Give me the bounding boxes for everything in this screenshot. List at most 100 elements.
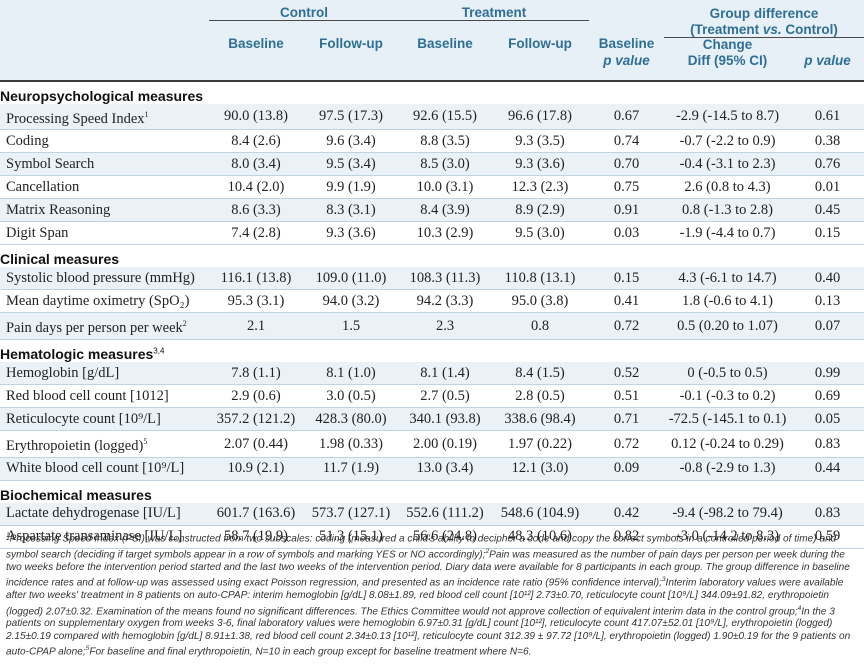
cell-control-follow-up: 97.5 (17.3)	[303, 103, 399, 131]
cell-p-value: 0.45	[791, 198, 864, 223]
cell-baseline-p-value: 0.75	[589, 175, 664, 200]
cell-control-baseline: 2.07 (0.44)	[209, 430, 303, 458]
cell-baseline-p-value: 0.52	[589, 362, 664, 386]
cell-treatment-follow-up: 548.6 (104.9)	[491, 502, 589, 526]
cell-control-follow-up: 3.0 (0.5)	[303, 384, 399, 409]
cell-baseline-p-value: 0.71	[589, 407, 664, 432]
table-row: Red blood cell count [1012] 2.9 (0.6) 3.0 …	[0, 384, 864, 409]
cell-change-diff: -0.4 (-3.1 to 2.3)	[664, 152, 791, 177]
cell-p-value: 0.38	[791, 129, 864, 154]
section-title: Hematologic measures3,4	[0, 346, 165, 363]
section-title: Clinical measures	[0, 251, 120, 268]
cell-treatment-follow-up: 9.3 (3.6)	[491, 152, 589, 177]
footnote-text: In the 3 patients on supplementary oxyge…	[6, 605, 851, 658]
table-row: Symbol Search 8.0 (3.4) 9.5 (3.4) 8.5 (3.0)…	[0, 152, 864, 177]
row-label: Aspartate transaminase [IU/L]	[0, 525, 209, 549]
cell-control-baseline: 90.0 (13.8)	[209, 103, 303, 131]
cell-control-baseline: 116.1 (13.8)	[209, 267, 303, 291]
cell-treatment-follow-up: 2.8 (0.5)	[491, 384, 589, 409]
cell-treatment-baseline: 108.3 (11.3)	[399, 267, 491, 291]
cell-change-diff: -0.1 (-0.3 to 0.2)	[664, 384, 791, 409]
cell-change-diff: 0.12 (-0.24 to 0.29)	[664, 430, 791, 458]
cell-baseline-p-value: 0.41	[589, 289, 664, 314]
table-row: Pain days per person per week2 2.1 1.5 2.3 0…	[0, 312, 864, 341]
cell-p-value: 0.01	[791, 175, 864, 200]
cell-p-value: 0.83	[791, 430, 864, 458]
cell-baseline-p-value: 0.42	[589, 502, 664, 526]
cell-treatment-baseline: 552.6 (111.2)	[399, 502, 491, 526]
row-label: Cancellation	[0, 175, 209, 200]
cell-change-diff: 1.8 (-0.6 to 4.1)	[664, 289, 791, 314]
cell-control-follow-up: 9.3 (3.6)	[303, 221, 399, 246]
cell-control-follow-up: 1.98 (0.33)	[303, 430, 399, 458]
cell-treatment-follow-up: 8.9 (2.9)	[491, 198, 589, 223]
cell-treatment-baseline: 340.1 (93.8)	[399, 407, 491, 432]
cell-treatment-baseline: 13.0 (3.4)	[399, 457, 491, 481]
table-row: Mean daytime oximetry (SpO₂) 95.3 (3.1) 94…	[0, 289, 864, 314]
cell-p-value: 0.13	[791, 289, 864, 314]
header-group-difference: Group difference	[709, 5, 819, 21]
cell-change-diff: -2.9 (-14.5 to 8.7)	[664, 103, 791, 131]
cell-control-follow-up: 9.9 (1.9)	[303, 175, 399, 200]
footnote-text: For baseline and final erythropoietin, N…	[89, 646, 532, 658]
header-change-line1: Change	[702, 37, 753, 52]
header-treatment-baseline: Baseline	[417, 37, 473, 51]
cell-control-follow-up: 109.0 (11.0)	[303, 267, 399, 291]
footnote-marker: 3	[661, 576, 666, 584]
cell-control-follow-up: 94.0 (3.2)	[303, 289, 399, 314]
header-treatment-vs-control: (Treatment vs. Control)	[664, 20, 864, 38]
cell-baseline-p-value: 0.72	[589, 312, 664, 341]
cell-treatment-baseline: 56.6 (24.8)	[399, 525, 491, 549]
header-baseline-p-line2: p value	[603, 53, 650, 68]
table-row: Lactate dehydrogenase [IU/L] 601.7 (163.6…	[0, 502, 864, 526]
footnote-marker: 5	[85, 645, 90, 653]
header-treatment: Treatment	[399, 0, 589, 21]
cell-p-value: 0.07	[791, 312, 864, 341]
header-treatment-follow-up: Follow-up	[508, 37, 572, 51]
row-label: Lactate dehydrogenase [IU/L]	[0, 502, 209, 526]
table-footnote: 1Processing Speed Index (PSI) was constr…	[6, 530, 858, 659]
cell-control-baseline: 2.9 (0.6)	[209, 384, 303, 409]
cell-treatment-follow-up: 9.3 (3.5)	[491, 129, 589, 154]
cell-treatment-follow-up: 110.8 (13.1)	[491, 267, 589, 291]
table-row: Matrix Reasoning 8.6 (3.3) 8.3 (3.1) 8.4 (3…	[0, 198, 864, 223]
table-row: Coding 8.4 (2.6) 9.6 (3.4) 8.8 (3.5) 9.3 (3.…	[0, 129, 864, 154]
row-label: Symbol Search	[0, 152, 209, 177]
cell-control-follow-up: 428.3 (80.0)	[303, 407, 399, 432]
cell-baseline-p-value: 0.67	[589, 103, 664, 131]
cell-p-value: 0.05	[791, 407, 864, 432]
table-row: Cancellation 10.4 (2.0) 9.9 (1.9) 10.0 (3.1…	[0, 175, 864, 200]
row-label: Erythropoietin (logged)5	[0, 430, 209, 458]
header-vs: vs.	[762, 21, 782, 37]
cell-treatment-follow-up: 0.8	[491, 312, 589, 341]
row-label: Red blood cell count [1012]	[0, 384, 209, 409]
cell-control-baseline: 7.4 (2.8)	[209, 221, 303, 246]
row-label: Digit Span	[0, 221, 209, 246]
row-label: Reticulocyte count [10⁹/L]	[0, 407, 209, 432]
section-header: Biochemical measures	[0, 480, 864, 503]
cell-control-follow-up: 1.5	[303, 312, 399, 341]
cell-control-follow-up: 11.7 (1.9)	[303, 457, 399, 481]
cell-control-follow-up: 9.6 (3.4)	[303, 129, 399, 154]
cell-change-diff: 2.6 (0.8 to 4.3)	[664, 175, 791, 200]
cell-treatment-baseline: 2.3	[399, 312, 491, 341]
cell-treatment-follow-up: 8.4 (1.5)	[491, 362, 589, 386]
cell-control-baseline: 58.7 (19.9)	[209, 525, 303, 549]
cell-p-value: 0.59	[791, 525, 864, 549]
cell-baseline-p-value: 0.03	[589, 221, 664, 246]
row-footnote-marker: 5	[143, 437, 148, 447]
cell-control-follow-up: 8.1 (1.0)	[303, 362, 399, 386]
cell-change-diff: -72.5 (-145.1 to 0.1)	[664, 407, 791, 432]
header-control: Control	[209, 0, 399, 21]
footnote-text: Interim laboratory values were available…	[6, 577, 844, 617]
table-body: Neuropsychological measures Processing Sp…	[0, 82, 864, 549]
row-label: Processing Speed Index1	[0, 103, 209, 131]
row-label: Systolic blood pressure (mmHg)	[0, 267, 209, 291]
cell-treatment-baseline: 8.5 (3.0)	[399, 152, 491, 177]
cell-treatment-follow-up: 48.3 (10.6)	[491, 525, 589, 549]
cell-p-value: 0.15	[791, 221, 864, 246]
cell-control-baseline: 357.2 (121.2)	[209, 407, 303, 432]
footnote-marker: 2	[485, 547, 490, 555]
cell-treatment-follow-up: 9.5 (3.0)	[491, 221, 589, 246]
section-header: Neuropsychological measures	[0, 82, 864, 104]
